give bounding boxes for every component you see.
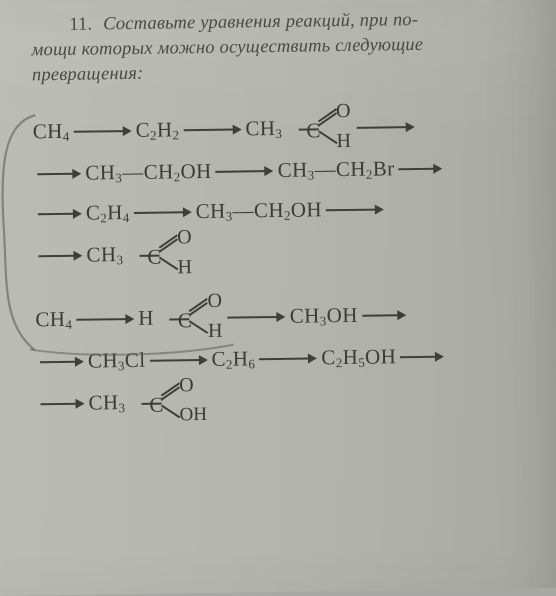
chain-2-row-1: CH4 H C O H CH3OH	[35, 291, 556, 342]
formula-c2h5oh: C2H5OH	[321, 344, 396, 371]
formula-h: H	[138, 306, 154, 331]
formula-ch3: CH3	[86, 242, 123, 269]
task-text: 11. Составьте уравнения реакций, при по-…	[31, 6, 552, 88]
arrow-icon	[228, 310, 286, 325]
arrow-icon	[259, 351, 317, 366]
arrow-icon	[38, 249, 82, 264]
aldehyde-fragment: C O H	[282, 106, 353, 151]
formula-c2h2: C2H2	[135, 117, 179, 144]
task-number: 11.	[69, 15, 92, 35]
formula-ethanol: CH3—CH2OH	[196, 197, 323, 225]
formula-c2h4: C2H4	[86, 200, 130, 227]
aldehyde-fragment: C O H	[123, 232, 194, 277]
carboxylic-acid-fragment: C O OH	[125, 380, 214, 425]
arrow-icon	[38, 207, 82, 222]
arrow-icon	[37, 167, 81, 182]
formula-ch3: CH3	[245, 116, 282, 143]
formula-ch3: CH3	[88, 390, 125, 417]
arrow-icon	[134, 205, 192, 220]
arrow-icon	[74, 124, 132, 139]
formula-ethanol: CH3—CH2OH	[85, 159, 212, 187]
formula-bromoethane: CH3—CH2Br	[277, 156, 394, 184]
formaldehyde-fragment: C O H	[154, 296, 225, 341]
arrow-icon	[216, 164, 274, 179]
page: 11. Составьте уравнения реакций, при по-…	[0, 0, 556, 596]
chain-2-row-3: CH3 C O OH	[36, 375, 556, 426]
arrow-icon	[76, 312, 134, 327]
arrow-icon	[326, 202, 384, 217]
arrow-icon	[400, 350, 444, 365]
chain-1-row-1: CH4 C2H2 CH3 C O H	[32, 103, 553, 154]
task-line-2: мощи которых можно осуществить следующие	[31, 35, 423, 60]
arrow-icon	[40, 397, 84, 412]
pencil-underline-icon	[28, 341, 238, 364]
formula-ch4: CH4	[33, 119, 70, 146]
arrow-icon	[356, 120, 414, 135]
arrow-icon	[183, 122, 241, 137]
task-line-1: Составьте уравнения реакций, при по-	[103, 10, 418, 34]
task-line-3: превращения:	[32, 64, 144, 86]
arrow-icon	[398, 162, 442, 177]
chain-1: CH4 C2H2 CH3 C O H CH3—CH2OH CH3—CH2Br C…	[32, 103, 554, 278]
formula-ch4: CH4	[35, 307, 72, 334]
arrow-icon	[362, 308, 406, 323]
formula-ch3oh: CH3OH	[290, 303, 358, 330]
chain-1-row-4: CH3 C O H	[34, 227, 555, 278]
